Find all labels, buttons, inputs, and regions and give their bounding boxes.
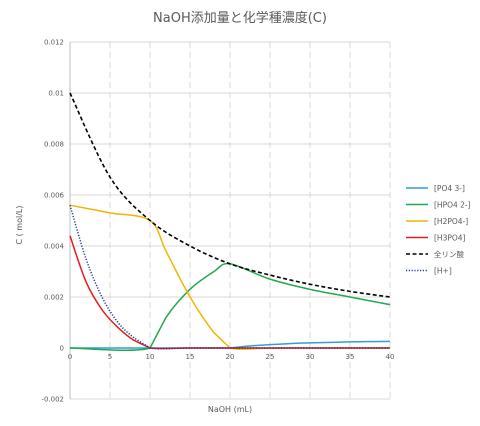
y-tick-label: 0.012 [44, 39, 64, 47]
x-tick-label: 15 [186, 353, 195, 361]
legend-label-5: [H+] [434, 266, 452, 275]
y-tick-label: 0 [60, 345, 64, 353]
x-tick-label: 10 [146, 353, 155, 361]
y-tick-label: 0.01 [48, 90, 64, 98]
y-tick-label: 0.008 [44, 141, 64, 149]
x-axis-label: NaOH (mL) [208, 405, 252, 414]
legend-label-1: [HPO4 2-] [434, 200, 471, 209]
x-tick-label: 40 [386, 353, 395, 361]
y-tick-label: 0.006 [44, 192, 65, 200]
x-tick-label: 35 [346, 353, 355, 361]
axes: -0.00200.0020.0040.0060.0080.010.0120510… [41, 39, 394, 404]
x-tick-label: 20 [226, 353, 235, 361]
x-tick-label: 30 [306, 353, 315, 361]
y-tick-label: 0.004 [44, 243, 65, 251]
y-tick-label: -0.002 [41, 396, 64, 404]
series-line-5 [69, 204, 390, 350]
x-tick-label: 5 [108, 353, 112, 361]
series-line-4 [69, 92, 391, 298]
legend-label-4: 全リン酸 [434, 249, 464, 259]
series-line-2 [69, 204, 390, 350]
legend: [PO4 3-] [HPO4 2-] [H2PO4-] [H3PO4] 全リン酸 [H+] [406, 184, 471, 275]
x-tick-label: 25 [266, 353, 275, 361]
legend-label-3: [H3PO4] [434, 233, 466, 242]
y-axis-label: C ( mol/L) [15, 206, 24, 245]
series-lines [69, 92, 391, 351]
legend-label-0: [PO4 3-] [434, 184, 465, 193]
y-tick-label: 0.002 [44, 294, 64, 302]
grid [70, 41, 391, 400]
legend-label-2: [H2PO4-] [434, 217, 468, 226]
chart-title: NaOH添加量と化学種濃度(C) [153, 10, 327, 26]
